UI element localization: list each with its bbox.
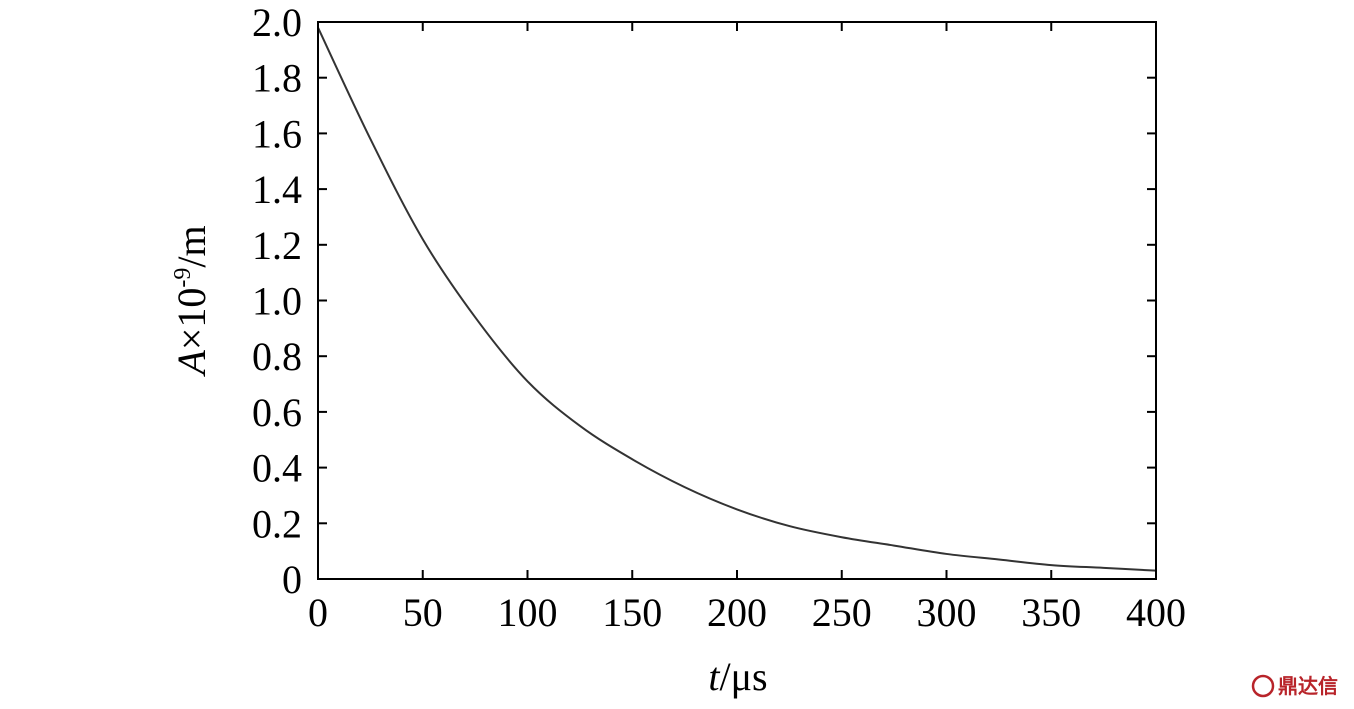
y-tick-label: 1.2 (252, 223, 302, 268)
x-tick-label: 50 (403, 590, 443, 635)
y-tick-label: 1.6 (252, 111, 302, 156)
series-layer (317, 27, 1157, 572)
y-tick-label: 0.2 (252, 501, 302, 546)
watermark-logo-icon (1251, 674, 1275, 698)
y-tick-label: 1.8 (252, 56, 302, 101)
y-tick-label: 2.0 (252, 0, 302, 45)
series-line (317, 27, 1157, 572)
y-tick-label: 0.6 (252, 390, 302, 435)
tick-marks (317, 21, 1157, 580)
x-tick-label: 300 (917, 590, 977, 635)
x-tick-label: 400 (1126, 590, 1186, 635)
y-axis-label: A×10-9/m (169, 225, 214, 377)
x-tick-label: 250 (812, 590, 872, 635)
y-tick-label: 1.4 (252, 167, 302, 212)
y-tick-label: 0 (282, 557, 302, 602)
y-tick-label: 1.0 (252, 279, 302, 324)
x-axis-label: t/μs (708, 654, 767, 699)
x-tick-label: 150 (602, 590, 662, 635)
x-tick-label: 100 (498, 590, 558, 635)
y-tick-label: 0.8 (252, 334, 302, 379)
x-tick-label: 0 (308, 590, 328, 635)
tick-labels: 0 50 100 150 200 250 300 350 40000.20.40.60.81.0… (252, 0, 1186, 635)
x-tick-label: 350 (1021, 590, 1081, 635)
watermark: 鼎达信 (1251, 674, 1338, 698)
plot-frame (317, 21, 1157, 580)
y-tick-label: 0.4 (252, 446, 302, 491)
x-tick-label: 200 (707, 590, 767, 635)
watermark-text: 鼎达信 (1278, 674, 1338, 698)
